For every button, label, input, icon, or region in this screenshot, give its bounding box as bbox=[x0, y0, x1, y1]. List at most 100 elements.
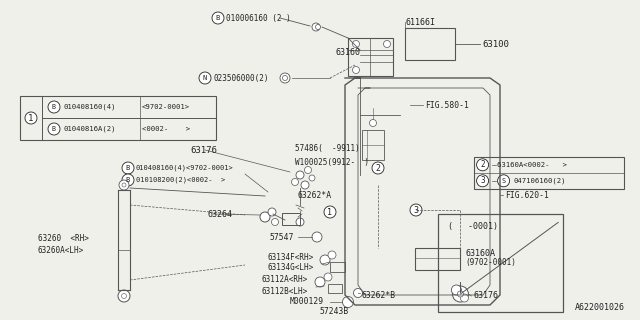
Text: 01040816A(2): 01040816A(2) bbox=[63, 126, 115, 132]
Text: FIG.580-1: FIG.580-1 bbox=[425, 100, 469, 109]
Text: 63262*B: 63262*B bbox=[362, 291, 396, 300]
Circle shape bbox=[119, 180, 129, 190]
Text: 57486(  -9911): 57486( -9911) bbox=[295, 143, 360, 153]
Text: 63160: 63160 bbox=[335, 47, 360, 57]
Text: M000129: M000129 bbox=[290, 298, 324, 307]
Text: S: S bbox=[502, 178, 506, 184]
Text: 63176: 63176 bbox=[474, 292, 499, 300]
Circle shape bbox=[122, 174, 134, 186]
Circle shape bbox=[282, 76, 287, 81]
Circle shape bbox=[280, 73, 290, 83]
Text: <0002-    >: <0002- > bbox=[142, 126, 190, 132]
Circle shape bbox=[309, 175, 315, 181]
Circle shape bbox=[48, 101, 60, 113]
Text: 010408160(4): 010408160(4) bbox=[63, 104, 115, 110]
Text: 63112B<LH>: 63112B<LH> bbox=[262, 286, 308, 295]
Text: 57547: 57547 bbox=[270, 233, 294, 242]
Bar bbox=[330, 262, 345, 272]
Circle shape bbox=[353, 289, 362, 298]
Text: 010408160(4)<9702-0001>: 010408160(4)<9702-0001> bbox=[136, 165, 234, 171]
Circle shape bbox=[118, 290, 130, 302]
Bar bbox=[405, 28, 455, 60]
Circle shape bbox=[271, 219, 278, 226]
Circle shape bbox=[268, 208, 276, 216]
Text: 1: 1 bbox=[328, 207, 333, 217]
Text: 63260A<LH>: 63260A<LH> bbox=[38, 245, 84, 254]
Text: N: N bbox=[203, 75, 207, 81]
Text: (9702-0001): (9702-0001) bbox=[465, 259, 516, 268]
Text: B: B bbox=[126, 165, 130, 171]
Circle shape bbox=[320, 255, 330, 265]
Text: 63134G<LH>: 63134G<LH> bbox=[268, 263, 314, 273]
Circle shape bbox=[312, 232, 322, 242]
Circle shape bbox=[122, 183, 126, 187]
Circle shape bbox=[296, 218, 304, 226]
Bar bbox=[328, 284, 342, 293]
Circle shape bbox=[477, 159, 488, 171]
Circle shape bbox=[353, 67, 360, 74]
Text: 2: 2 bbox=[376, 164, 381, 172]
Circle shape bbox=[301, 181, 309, 189]
Text: 010006160 (2 ): 010006160 (2 ) bbox=[226, 13, 291, 22]
Text: B: B bbox=[126, 177, 130, 183]
Circle shape bbox=[305, 166, 312, 173]
Text: 63160A<0002-   >: 63160A<0002- > bbox=[497, 162, 566, 168]
Text: 63176: 63176 bbox=[190, 146, 217, 155]
Circle shape bbox=[291, 179, 298, 186]
Circle shape bbox=[312, 23, 320, 31]
Text: 023506000(2): 023506000(2) bbox=[213, 74, 269, 83]
Text: <9702-0001>: <9702-0001> bbox=[142, 104, 190, 110]
Text: W100025(9912-  ): W100025(9912- ) bbox=[295, 157, 369, 166]
Circle shape bbox=[122, 293, 127, 299]
Circle shape bbox=[328, 251, 336, 259]
Circle shape bbox=[324, 206, 336, 218]
Text: 63260  <RH>: 63260 <RH> bbox=[38, 234, 89, 243]
Circle shape bbox=[212, 12, 224, 24]
Text: 63134F<RH>: 63134F<RH> bbox=[268, 252, 314, 261]
Text: B: B bbox=[52, 104, 56, 110]
Circle shape bbox=[372, 162, 384, 174]
Circle shape bbox=[477, 175, 488, 187]
Circle shape bbox=[410, 204, 422, 216]
Circle shape bbox=[452, 286, 468, 302]
Circle shape bbox=[48, 123, 60, 135]
Circle shape bbox=[260, 212, 270, 222]
Circle shape bbox=[460, 294, 468, 302]
Text: 63262*A: 63262*A bbox=[298, 190, 332, 199]
Circle shape bbox=[498, 175, 509, 187]
Circle shape bbox=[324, 273, 332, 281]
Circle shape bbox=[458, 291, 463, 297]
Text: (   -0001): ( -0001) bbox=[449, 222, 499, 231]
Text: 63160A: 63160A bbox=[465, 249, 495, 258]
Text: 63100: 63100 bbox=[482, 39, 509, 49]
Circle shape bbox=[383, 41, 390, 47]
Text: FIG.620-1: FIG.620-1 bbox=[505, 190, 549, 199]
Circle shape bbox=[342, 297, 353, 308]
Circle shape bbox=[369, 119, 376, 126]
Text: 047106160(2): 047106160(2) bbox=[514, 178, 566, 184]
Text: 3: 3 bbox=[413, 205, 419, 214]
Text: 2: 2 bbox=[480, 160, 485, 169]
Circle shape bbox=[199, 72, 211, 84]
Bar bbox=[20, 96, 216, 140]
Circle shape bbox=[315, 277, 325, 287]
Bar bbox=[348, 38, 393, 76]
Text: 57243B: 57243B bbox=[320, 308, 349, 316]
Text: 61166I: 61166I bbox=[405, 18, 435, 27]
Circle shape bbox=[25, 112, 37, 124]
Bar bbox=[362, 130, 384, 160]
Bar bbox=[415, 248, 460, 270]
Text: B: B bbox=[52, 126, 56, 132]
Text: B: B bbox=[216, 15, 220, 21]
Text: 3: 3 bbox=[480, 176, 485, 185]
Text: 010108200(2)<0002-  >: 010108200(2)<0002- > bbox=[136, 177, 225, 183]
Text: A622001026: A622001026 bbox=[575, 303, 625, 312]
Bar bbox=[474, 157, 624, 189]
Bar bbox=[282, 213, 300, 225]
Circle shape bbox=[316, 25, 321, 29]
Circle shape bbox=[353, 41, 360, 47]
Circle shape bbox=[122, 162, 134, 174]
Text: 63264: 63264 bbox=[208, 210, 233, 219]
Bar bbox=[438, 214, 563, 312]
Circle shape bbox=[451, 285, 461, 295]
